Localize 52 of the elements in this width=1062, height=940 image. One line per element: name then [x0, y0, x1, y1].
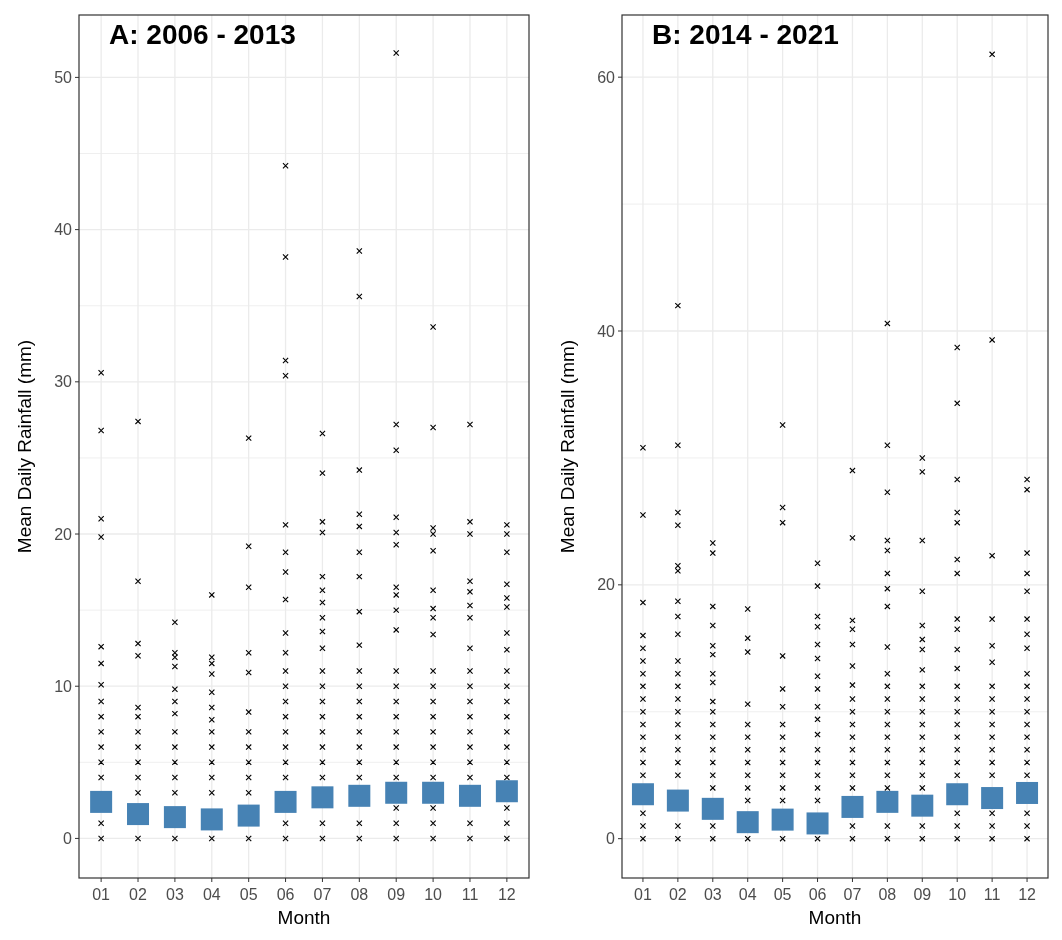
x-tick-label: 06	[276, 886, 295, 903]
point	[806, 812, 829, 835]
y-tick-label: 50	[54, 69, 73, 86]
x-tick-label: 03	[703, 886, 722, 903]
y-tick-label: 40	[597, 322, 616, 340]
x-tick-label: 12	[1018, 886, 1037, 903]
x-tick-label: 05	[239, 886, 258, 903]
x-tick-label: 06	[808, 886, 827, 903]
y-axis-title: Mean Daily Rainfall (mm)	[557, 339, 578, 554]
x-tick-label: 09	[913, 886, 932, 903]
x-axis-title: Month	[277, 907, 331, 928]
x-tick-label: 08	[878, 886, 897, 903]
x-tick-label: 01	[634, 886, 652, 903]
chart-title: A: 2006 - 2013	[109, 19, 296, 50]
y-axis-title: Mean Daily Rainfall (mm)	[14, 339, 35, 554]
y-tick-label: 30	[54, 373, 73, 391]
point	[981, 787, 1004, 810]
point	[701, 797, 724, 820]
x-tick-label: 11	[983, 886, 1001, 903]
x-tick-label: 04	[202, 886, 221, 903]
chart-title: B: 2014 - 2021	[652, 19, 839, 50]
point	[666, 789, 689, 812]
x-tick-label: 02	[129, 886, 148, 903]
y-tick-label: 0	[606, 830, 616, 848]
y-tick-label: 0	[63, 830, 73, 848]
x-tick-label: 07	[843, 886, 862, 903]
x-tick-label: 07	[313, 886, 332, 903]
x-tick-label: 08	[350, 886, 369, 903]
point	[876, 790, 899, 813]
x-tick-label: 02	[668, 886, 687, 903]
x-tick-label: 01	[92, 886, 111, 903]
point	[946, 783, 969, 806]
point	[631, 783, 654, 806]
x-tick-label: 04	[738, 886, 757, 903]
y-tick-label: 10	[54, 677, 73, 695]
point	[841, 795, 864, 818]
point	[736, 811, 759, 834]
y-tick-label: 20	[597, 576, 616, 594]
x-tick-label: 10	[424, 886, 443, 903]
y-tick-label: 60	[597, 68, 616, 86]
y-tick-label: 40	[54, 221, 73, 239]
x-tick-label: 12	[497, 886, 516, 903]
x-axis-title: Month	[808, 907, 862, 928]
point	[1016, 781, 1039, 804]
point	[771, 808, 794, 831]
x-tick-label: 03	[166, 886, 184, 903]
point	[911, 794, 934, 817]
x-tick-label: 11	[461, 886, 479, 903]
x-tick-label: 05	[773, 886, 792, 903]
y-tick-label: 20	[54, 525, 73, 543]
x-tick-label: 09	[387, 886, 406, 903]
x-tick-label: 10	[948, 886, 967, 903]
